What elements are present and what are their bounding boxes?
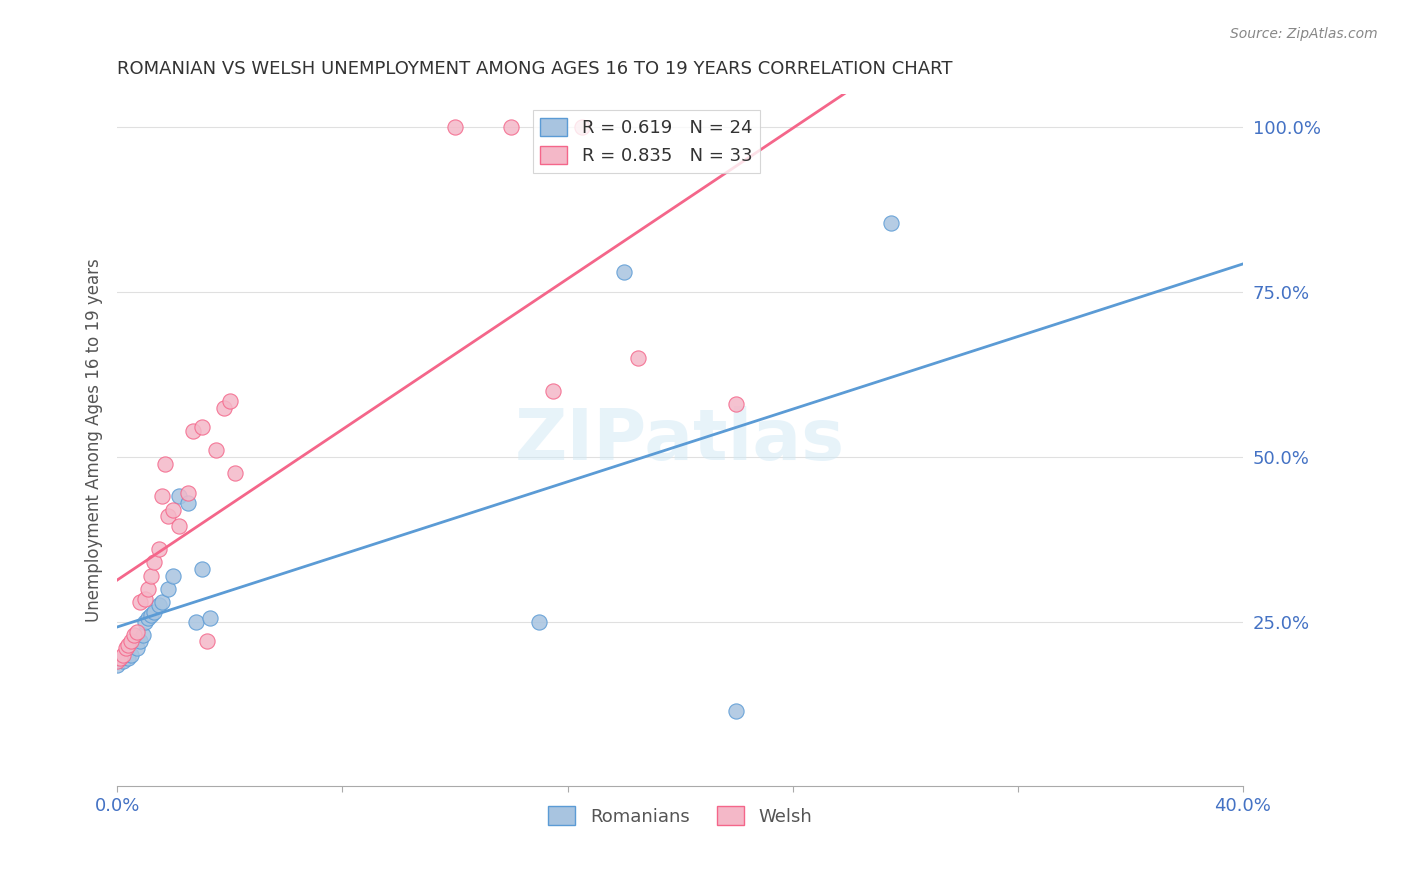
Welsh xyxy=(571,120,593,135)
Romanians xyxy=(128,634,150,648)
Welsh xyxy=(181,424,204,438)
Romanians xyxy=(190,562,212,576)
Y-axis label: Unemployment Among Ages 16 to 19 years: Unemployment Among Ages 16 to 19 years xyxy=(86,259,103,623)
Romanians xyxy=(105,657,128,672)
Romanians xyxy=(184,615,207,629)
Welsh xyxy=(176,486,198,500)
Text: ROMANIAN VS WELSH UNEMPLOYMENT AMONG AGES 16 TO 19 YEARS CORRELATION CHART: ROMANIAN VS WELSH UNEMPLOYMENT AMONG AGE… xyxy=(117,60,953,78)
Welsh xyxy=(190,420,212,434)
Romanians xyxy=(162,568,184,582)
Welsh xyxy=(204,443,226,458)
Welsh xyxy=(128,595,150,609)
Romanians xyxy=(131,628,153,642)
Romanians xyxy=(117,651,139,665)
Welsh xyxy=(212,401,235,415)
Welsh xyxy=(501,120,523,135)
Romanians xyxy=(125,641,148,656)
Welsh xyxy=(139,568,162,582)
Welsh xyxy=(167,519,190,533)
Romanians xyxy=(176,496,198,510)
Welsh xyxy=(105,654,128,668)
Welsh xyxy=(627,351,650,365)
Romanians xyxy=(150,595,173,609)
Welsh xyxy=(195,634,218,648)
Welsh xyxy=(162,502,184,516)
Welsh xyxy=(108,651,131,665)
Text: ZIPatlas: ZIPatlas xyxy=(515,406,845,475)
Romanians xyxy=(142,605,165,619)
Welsh xyxy=(444,120,467,135)
Romanians xyxy=(198,611,221,625)
Welsh xyxy=(156,509,179,524)
Welsh xyxy=(224,467,246,481)
Welsh xyxy=(543,384,565,398)
Romanians xyxy=(529,615,551,629)
Welsh xyxy=(125,624,148,639)
Romanians xyxy=(111,654,134,668)
Welsh xyxy=(153,457,176,471)
Romanians xyxy=(167,490,190,504)
Romanians xyxy=(725,704,748,718)
Romanians xyxy=(156,582,179,596)
Welsh xyxy=(111,648,134,662)
Romanians xyxy=(139,608,162,623)
Romanians xyxy=(880,216,903,230)
Welsh xyxy=(148,542,170,557)
Legend: Romanians, Welsh: Romanians, Welsh xyxy=(541,799,820,833)
Romanians xyxy=(134,615,156,629)
Welsh xyxy=(114,641,136,656)
Text: Source: ZipAtlas.com: Source: ZipAtlas.com xyxy=(1230,27,1378,41)
Welsh xyxy=(122,628,145,642)
Romanians xyxy=(613,265,636,279)
Romanians xyxy=(120,648,142,662)
Welsh xyxy=(117,638,139,652)
Welsh xyxy=(142,555,165,569)
Welsh xyxy=(134,591,156,606)
Welsh xyxy=(150,490,173,504)
Romanians xyxy=(136,611,159,625)
Welsh xyxy=(120,634,142,648)
Romanians xyxy=(148,599,170,613)
Welsh xyxy=(725,397,748,411)
Welsh xyxy=(218,393,240,408)
Welsh xyxy=(136,582,159,596)
